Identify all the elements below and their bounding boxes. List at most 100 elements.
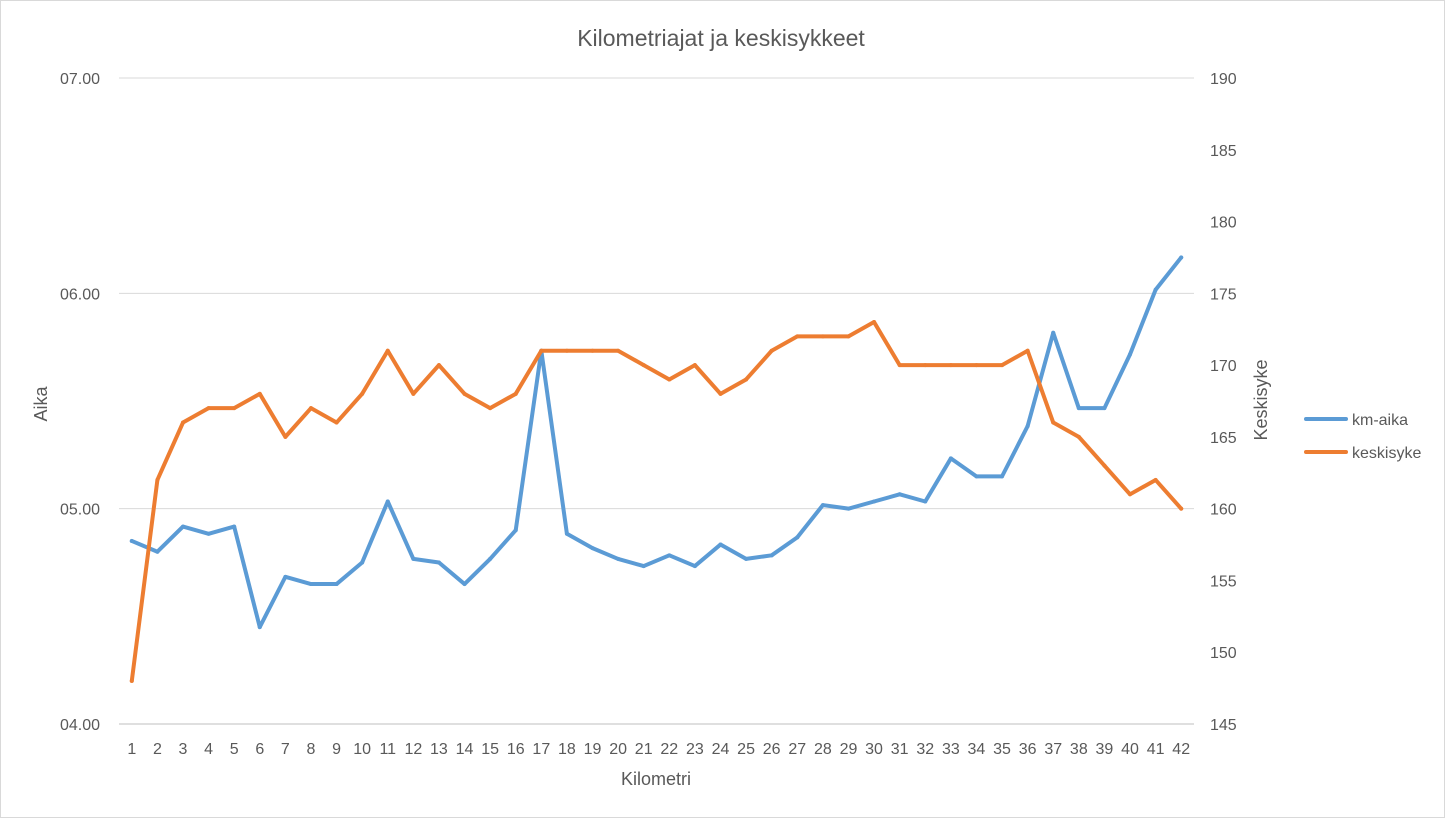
- x-tick-label: 34: [968, 741, 986, 758]
- left-axis-ticks: 04.00 05.00 06.00 07.00: [60, 71, 100, 734]
- x-tick-label: 3: [179, 741, 188, 758]
- x-tick-label: 40: [1121, 741, 1139, 758]
- legend-label: km-aika: [1352, 412, 1408, 429]
- x-tick-label: 18: [558, 741, 576, 758]
- x-tick-label: 37: [1044, 741, 1062, 758]
- x-tick-label: 15: [481, 741, 499, 758]
- x-tick-label: 41: [1147, 741, 1165, 758]
- x-axis-title: Kilometri: [621, 769, 691, 789]
- data-point: [820, 503, 825, 508]
- data-point: [1076, 406, 1081, 411]
- data-point: [1076, 434, 1081, 439]
- x-tick-label: 8: [307, 741, 316, 758]
- x-tick-label: 9: [332, 741, 341, 758]
- x-tick-label: 2: [153, 741, 162, 758]
- data-point: [1179, 255, 1184, 260]
- x-tick-label: 10: [353, 741, 371, 758]
- data-point: [1153, 287, 1158, 292]
- left-axis-title: Aika: [31, 386, 51, 422]
- x-tick-label: 42: [1172, 741, 1190, 758]
- data-point: [692, 564, 697, 569]
- x-tick-label: 23: [686, 741, 704, 758]
- data-point: [1128, 352, 1133, 357]
- gridlines: [119, 77, 1194, 725]
- right-tick-label: 190: [1210, 71, 1237, 88]
- data-point: [129, 678, 134, 683]
- data-point: [616, 556, 621, 561]
- series-keskisyke: [129, 320, 1184, 683]
- x-tick-label: 5: [230, 741, 239, 758]
- right-tick-label: 160: [1210, 502, 1237, 519]
- left-tick-label: 06.00: [60, 286, 100, 303]
- right-tick-label: 150: [1210, 645, 1237, 662]
- data-point: [385, 348, 390, 353]
- data-point: [308, 582, 313, 587]
- data-point: [1000, 474, 1005, 479]
- data-point: [667, 377, 672, 382]
- x-tick-label: 28: [814, 741, 832, 758]
- left-tick-label: 05.00: [60, 502, 100, 519]
- data-point: [385, 499, 390, 504]
- data-point: [846, 334, 851, 339]
- data-point: [1025, 348, 1030, 353]
- right-axis-title: Keskisyke: [1251, 359, 1271, 440]
- data-point: [872, 499, 877, 504]
- data-point: [513, 528, 518, 533]
- x-tick-label: 4: [204, 741, 213, 758]
- data-point: [539, 348, 544, 353]
- data-point: [283, 434, 288, 439]
- chart-title: Kilometriajat ja keskisykkeet: [577, 25, 865, 51]
- data-point: [744, 556, 749, 561]
- x-tick-label: 24: [712, 741, 730, 758]
- series-line-keskisyke: [129, 320, 1184, 683]
- data-point: [1051, 420, 1056, 425]
- data-point: [1128, 492, 1133, 497]
- right-axis-ticks: 145 150 155 160 165 170 175 180 185 190: [1210, 71, 1237, 734]
- series-line-km-aika: [129, 255, 1184, 630]
- data-point: [641, 363, 646, 368]
- legend: km-aika keskisyke: [1304, 412, 1421, 462]
- x-tick-label: 31: [891, 741, 909, 758]
- data-point: [257, 391, 262, 396]
- right-tick-label: 175: [1210, 286, 1237, 303]
- data-point: [462, 582, 467, 587]
- data-point: [692, 363, 697, 368]
- x-tick-label: 25: [737, 741, 755, 758]
- x-tick-label: 30: [865, 741, 883, 758]
- data-point: [411, 391, 416, 396]
- x-tick-label: 26: [763, 741, 781, 758]
- data-point: [923, 363, 928, 368]
- x-tick-label: 20: [609, 741, 627, 758]
- left-tick-label: 04.00: [60, 717, 100, 734]
- right-tick-label: 170: [1210, 358, 1237, 375]
- data-point: [513, 391, 518, 396]
- data-point: [616, 348, 621, 353]
- right-tick-label: 180: [1210, 215, 1237, 232]
- x-tick-label: 27: [788, 741, 806, 758]
- data-point: [360, 560, 365, 565]
- data-point: [129, 538, 134, 543]
- data-point: [411, 556, 416, 561]
- x-tick-label: 36: [1019, 741, 1037, 758]
- data-point: [872, 320, 877, 325]
- right-tick-label: 155: [1210, 573, 1237, 590]
- x-tick-label: 1: [127, 741, 136, 758]
- data-point: [948, 456, 953, 461]
- data-point: [360, 391, 365, 396]
- data-point: [206, 406, 211, 411]
- data-point: [897, 363, 902, 368]
- x-tick-label: 13: [430, 741, 448, 758]
- data-point: [1000, 363, 1005, 368]
- x-tick-label: 6: [255, 741, 264, 758]
- data-point: [232, 406, 237, 411]
- data-point: [744, 377, 749, 382]
- legend-label: keskisyke: [1352, 445, 1421, 462]
- data-point: [1102, 406, 1107, 411]
- data-point: [283, 574, 288, 579]
- data-point: [334, 582, 339, 587]
- x-tick-label: 11: [379, 741, 396, 758]
- data-point: [897, 492, 902, 497]
- data-point: [846, 506, 851, 511]
